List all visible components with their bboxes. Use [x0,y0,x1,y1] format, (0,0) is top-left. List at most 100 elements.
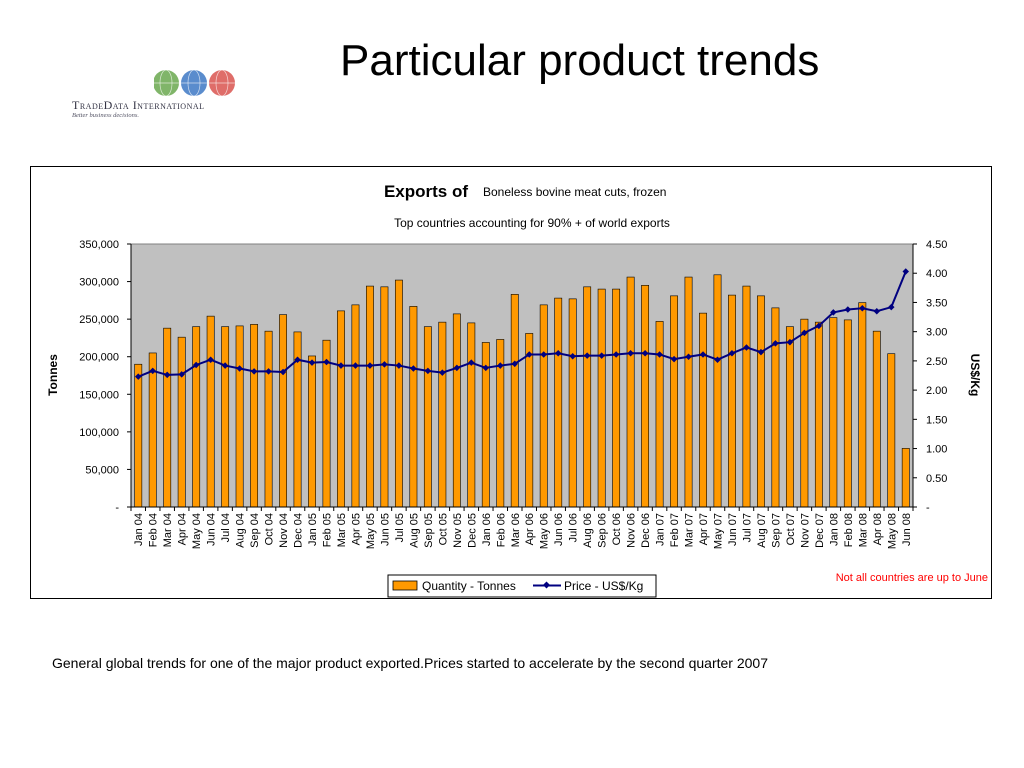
x-tick-label: Apr 08 [872,513,884,545]
x-tick-label: Apr 05 [350,513,362,545]
tradedata-logo: TradeData International Better business … [72,68,252,122]
x-tick-label: Feb 08 [843,513,855,547]
bar-feb-08 [843,319,852,508]
price-point-jun-05 [381,361,388,368]
bar-aug-06 [583,286,592,508]
bar-oct-05 [438,321,447,508]
legend-line-marker [542,581,551,589]
x-tick-label: Jun 05 [379,513,391,546]
price-point-sep-05 [424,367,432,375]
bar-sep-05 [423,326,432,508]
bar-mar-07 [684,276,693,508]
price-point-aug-05 [410,365,417,372]
x-tick-label: Aug 07 [756,513,768,548]
price-point-dec-06 [641,350,649,357]
bar-aug-05 [409,306,418,508]
price-point-oct-05 [439,369,446,376]
x-tick-label: Jun 06 [553,513,565,546]
chart-legend: Quantity - Tonnes Price - US$/Kg [387,574,657,598]
exports-chart: Exports of Boneless bovine meat cuts, fr… [46,182,988,598]
x-tick-label: Feb 04 [148,513,160,547]
price-point-apr-07 [699,351,707,358]
chart-subtitle: Top countries accounting for 90% + of wo… [394,216,670,230]
legend-price-label: Price - US$/Kg [564,579,643,593]
price-point-mar-05 [337,362,345,369]
price-point-feb-05 [323,358,330,366]
y2-tick-label: 4.50 [926,239,947,251]
bar-sep-07 [771,307,780,508]
bar-aug-04 [235,325,244,508]
x-tick-label: Oct 05 [437,513,449,545]
bar-mar-05 [337,310,345,508]
bar-may-05 [366,285,374,508]
y2-tick-label: 4.00 [926,268,947,280]
bar-apr-07 [699,312,707,508]
price-point-jul-07 [743,344,750,351]
x-tick-label: Feb 07 [669,513,681,547]
price-point-feb-08 [844,306,852,313]
x-tick-label: Jan 08 [828,513,840,546]
x-tick-label: Oct 06 [611,513,623,545]
bar-jul-05 [394,279,403,508]
x-tick-label: Jun 07 [727,513,739,546]
bar-nov-04 [279,314,287,508]
price-point-may-04 [192,361,200,369]
plot-area [130,243,914,508]
x-tick-label: Feb 06 [495,513,507,547]
bar-mar-06 [510,294,519,508]
bar-dec-05 [467,322,476,508]
bar-aug-07 [757,295,765,508]
price-point-may-05 [366,362,374,369]
price-point-oct-07 [786,338,794,346]
slide-footnote: General global trends for one of the maj… [52,655,768,671]
price-point-jul-05 [395,362,403,369]
bar-jul-04 [221,326,230,508]
price-point-sep-07 [772,340,779,347]
bar-nov-06 [626,276,635,508]
x-tick-label: May 08 [886,513,898,549]
bar-may-04 [192,326,201,508]
slide-title: Particular product trends [340,36,820,85]
bar-nov-05 [452,313,461,508]
y-tick-label: 100,000 [79,427,119,439]
x-tick-label: Aug 05 [408,513,420,548]
bar-dec-07 [814,321,823,508]
x-tick-label: Mar 05 [336,513,348,547]
price-point-apr-06 [525,351,533,358]
price-point-nov-06 [627,350,634,357]
bar-jun-06 [554,297,563,508]
x-tick-label: Feb 05 [322,513,334,547]
bar-jun-08 [901,448,910,508]
bar-may-07 [713,274,722,508]
y-tick-label: 350,000 [79,239,119,251]
chart-frame: Exports of Boneless bovine meat cuts, fr… [30,166,992,599]
x-tick-label: Jun 08 [901,513,913,546]
chart-note: Not all countries are up to June [836,572,988,584]
bar-oct-07 [785,326,794,508]
chart-product: Boneless bovine meat cuts, frozen [483,185,666,199]
x-tick-label: Aug 04 [235,513,247,548]
price-point-dec-07 [815,322,823,330]
bar-mar-04 [163,327,172,508]
x-tick-label: Dec 06 [640,513,652,548]
y-tick-label: 300,000 [79,277,119,289]
x-tick-label: Sep 06 [597,513,609,548]
bar-mar-08 [858,302,867,508]
price-point-aug-07 [757,348,765,356]
x-tick-label: May 06 [539,513,551,549]
bar-apr-08 [872,330,881,508]
price-point-aug-04 [236,365,243,372]
price-point-jun-04 [207,356,214,363]
price-point-dec-05 [468,359,475,366]
bar-oct-06 [612,288,621,508]
y-axis-title: Tonnes [46,354,60,396]
price-point-mar-06 [511,360,519,368]
price-point-apr-05 [352,362,359,369]
y2-tick-label: - [926,502,930,514]
price-point-sep-04 [250,368,258,375]
logo-name: TradeData International [72,98,205,112]
x-tick-label: May 05 [365,513,377,549]
bar-jan-07 [655,321,664,508]
price-point-oct-06 [612,351,620,358]
bar-jul-07 [742,285,751,508]
